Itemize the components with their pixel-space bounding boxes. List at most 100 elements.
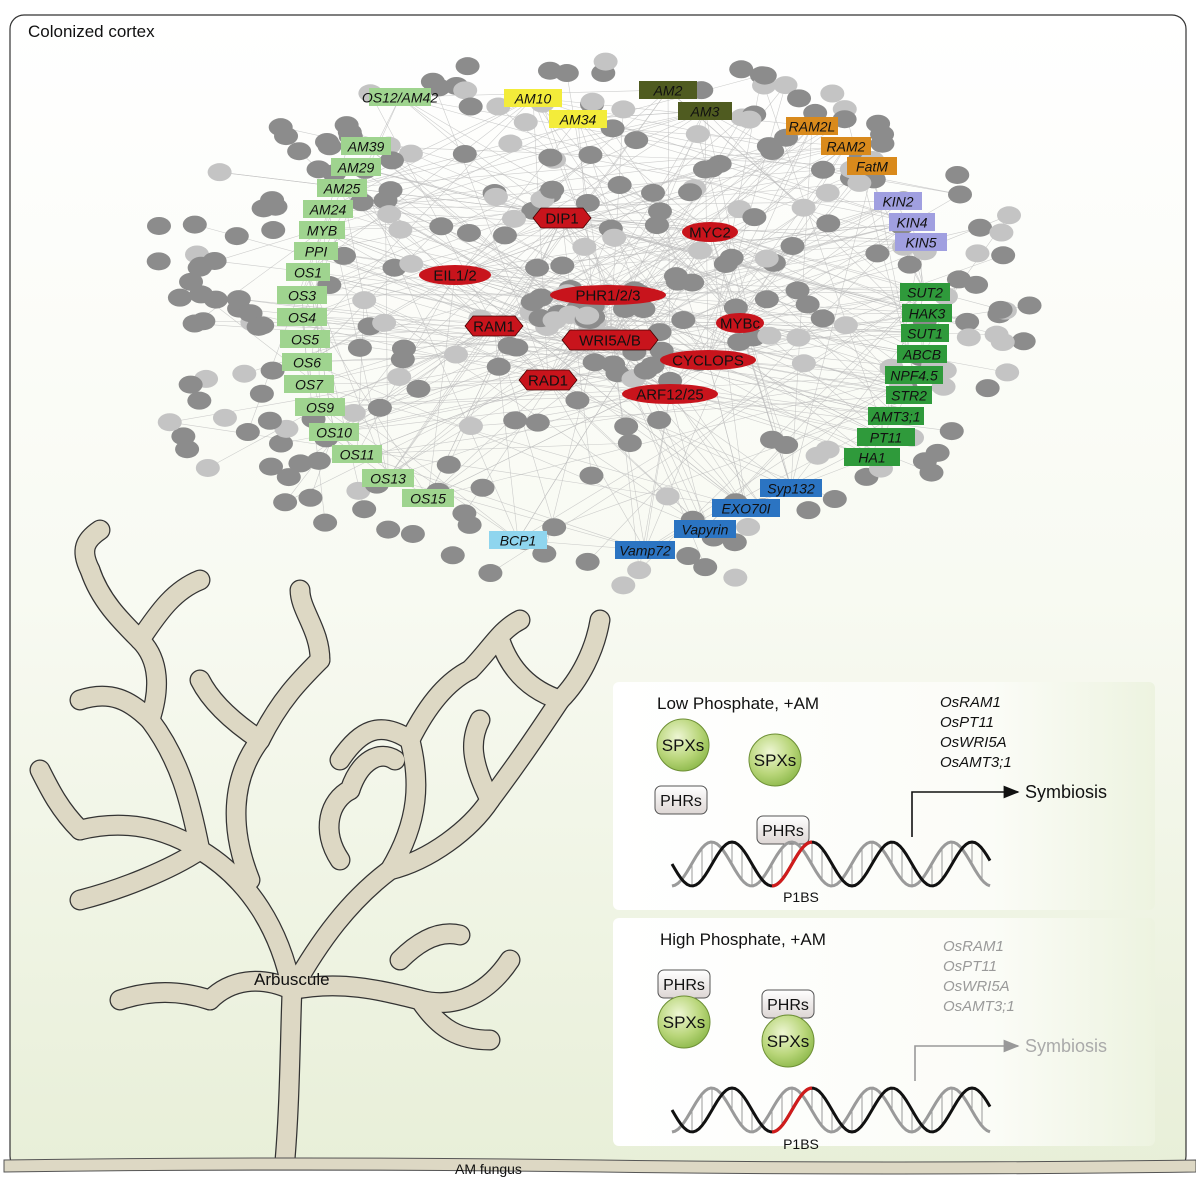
gene-name: SUT2 [907,285,943,301]
hub-name: ARF12/25 [636,387,704,404]
gene-node [398,144,423,163]
gene-node [736,518,761,537]
gene-node [399,254,424,273]
gene-node [226,290,251,309]
hub-node: CYCLOPS [660,350,756,370]
network-edge [301,316,887,438]
frame-title: Colonized cortex [28,22,155,41]
gene-name: HA1 [858,450,885,466]
network-edge [304,325,495,340]
gene-label-dark-green: HA1 [844,448,900,466]
gene-label-orange: FatM [847,157,897,175]
network-edge [547,379,646,551]
dna-strand [671,840,991,888]
gene-node [946,270,971,289]
gene-name: OS5 [291,332,319,348]
gene-node [601,355,626,374]
gene-box [331,158,381,176]
network-edge [607,294,887,438]
network-edge [349,131,926,293]
spx-protein: SPXs [656,718,710,772]
dna-strand [670,840,992,888]
gene-name: AM25 [323,181,361,197]
phr-label: PHRs [767,997,809,1014]
gene-name: KIN5 [905,235,936,251]
gene-node [575,306,600,325]
gene-node [483,187,508,206]
network-edge [207,406,321,469]
arbuscule-branch [340,747,405,800]
gene-node [313,513,338,532]
gene-node [377,205,402,224]
gene-name: STR2 [891,388,927,404]
hub-node: WRI5A/B [561,329,659,351]
gene-node [306,160,331,179]
gene-node [167,288,192,307]
gene-name: EXO70I [721,501,770,517]
gene-node [780,236,805,255]
gene-name: FatM [856,159,888,175]
gene-box [402,489,454,507]
network-edge [306,361,706,530]
gene-name: AM39 [347,139,385,155]
gene-node [948,185,973,204]
gene-name: KIN2 [882,194,913,210]
network-edge [704,110,926,334]
network-edge [432,81,549,381]
arbuscule-branch [290,580,330,670]
gene-label-lavender: KIN5 [895,233,947,251]
gene-node [968,218,993,237]
gene-label-left-light-green: OS10 [309,423,359,441]
hub-name: PHR1/2/3 [575,288,640,305]
gene-node [478,564,503,583]
gene-node [760,142,785,161]
gene-node [676,547,701,566]
gene-node [1017,296,1042,315]
network-edge [308,379,549,385]
gene-name: AM24 [309,202,347,218]
spx-circle [748,733,802,787]
gene-box [786,117,838,135]
gene-node [212,408,237,427]
gene-node [919,463,944,482]
am-fungus-label: AM fungus [455,1161,522,1177]
arbuscule-branch [275,980,302,1170]
gene-node [624,131,649,150]
gene-node [760,430,785,449]
network-edge [333,393,671,433]
spx-circle [656,718,710,772]
gene-node [224,227,249,246]
target-gene: OsPT11 [940,714,994,731]
gene-name: Vapyrin [682,522,729,538]
gene-node [693,558,718,577]
gene-label-dark-green: ABCB [897,345,947,363]
gene-name: AM3 [690,104,720,120]
network-edge [315,187,343,252]
gene-node [452,144,477,163]
gene-label-dark-green: PT11 [857,428,915,446]
gene-node [611,576,636,595]
gene-node [400,524,425,543]
gene-node [631,300,656,319]
gene-label-left-light-green: OS11 [332,445,382,463]
hub-shape [682,222,738,242]
arbuscule-branch [190,670,270,750]
gene-node [991,246,1016,265]
gene-label-left-light-green: OS6 [282,353,332,371]
network-edge [454,274,747,509]
network-edge [284,339,611,503]
gene-name: OS4 [288,310,316,326]
network-edge [454,192,654,276]
gene-node [440,546,465,565]
gene-label-yellow: AM34 [549,110,607,128]
target-gene: OsRAM1 [940,694,1001,711]
gene-box [889,213,935,231]
gene-node [257,411,282,430]
network-edge [327,208,609,296]
network-edge [301,316,310,385]
gene-node [550,256,575,275]
network-edge [609,262,775,341]
gene-node [602,228,627,247]
gene-node [713,254,738,273]
hub-shape [660,350,756,370]
